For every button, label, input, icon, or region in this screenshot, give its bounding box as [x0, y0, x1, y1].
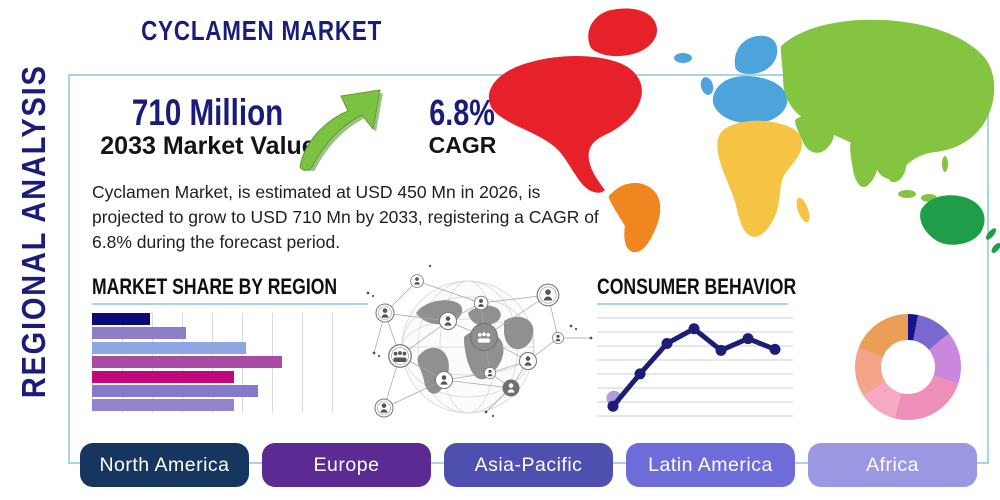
island-uk	[700, 77, 714, 95]
cagr-label: CAGR	[428, 132, 497, 158]
world-map	[488, 8, 1000, 253]
bar-chart-heading: MARKET SHARE BY REGION	[92, 274, 368, 305]
continent-greenland	[588, 8, 658, 57]
continent-asia	[780, 19, 995, 179]
bar-region-7	[92, 399, 234, 412]
region-button-africa[interactable]: Africa	[808, 443, 977, 487]
continent-south-america	[608, 183, 661, 253]
region-button-bar: North America Europe Asia-Pacific Latin Ame…	[80, 443, 977, 487]
region-button-latin-america[interactable]: Latin America	[626, 443, 795, 487]
region-button-asia-pacific[interactable]: Asia-Pacific	[444, 443, 613, 487]
globe-network-graphic	[366, 264, 593, 418]
data-point-5	[715, 344, 727, 356]
data-point-2	[634, 368, 646, 380]
market-description: Cyclamen Market, is estimated at USD 450…	[92, 182, 599, 252]
page-title: CYCLAMEN MARKET	[72, 15, 452, 47]
market-share-bar-chart	[92, 313, 336, 413]
data-point-4	[688, 323, 700, 335]
region-india	[850, 139, 879, 188]
island-madagascar	[796, 197, 810, 223]
data-point-6	[742, 333, 754, 345]
island-indonesia-1	[898, 190, 916, 198]
island-japan	[962, 94, 976, 114]
bar-region-1	[92, 313, 150, 325]
bar-region-6	[92, 384, 258, 397]
region-button-north-america[interactable]: North America	[80, 443, 249, 487]
island-new-zealand-1	[985, 228, 997, 240]
market-value: 710 Million	[131, 92, 284, 133]
decor-dots	[366, 264, 593, 418]
market-value-label: 2033 Market Value	[100, 132, 316, 160]
island-iceland	[674, 53, 692, 63]
donut-chart-hole	[881, 340, 935, 394]
network-nodes	[374, 274, 564, 418]
growth-arrow-body	[299, 89, 381, 171]
data-point-3	[661, 337, 673, 349]
island-new-zealand-2	[991, 243, 1000, 253]
continent-europe	[712, 76, 788, 124]
island-philippines	[942, 156, 948, 172]
bar-region-2	[92, 327, 186, 340]
line-chart-heading: CONSUMER BEHAVIOR	[597, 274, 796, 305]
continent-africa	[717, 120, 803, 237]
page-title-text: CYCLAMEN MARKET	[141, 15, 383, 46]
consumer-behavior-line-chart	[597, 317, 793, 417]
side-label: REGIONAL ANALYSIS	[15, 64, 52, 399]
cagr-value: 6.8%	[429, 92, 496, 133]
growth-arrow-icon	[299, 89, 383, 171]
data-point-1	[607, 400, 619, 412]
region-se-asia	[887, 157, 907, 183]
bar-region-5	[92, 370, 234, 383]
continent-north-america	[488, 56, 642, 193]
region-button-europe[interactable]: Europe	[262, 443, 431, 487]
region-scandinavia	[734, 35, 778, 74]
bar-region-3	[92, 341, 246, 354]
bar-region-4	[92, 356, 282, 369]
continent-australia	[920, 195, 985, 245]
data-point-7	[769, 343, 781, 355]
